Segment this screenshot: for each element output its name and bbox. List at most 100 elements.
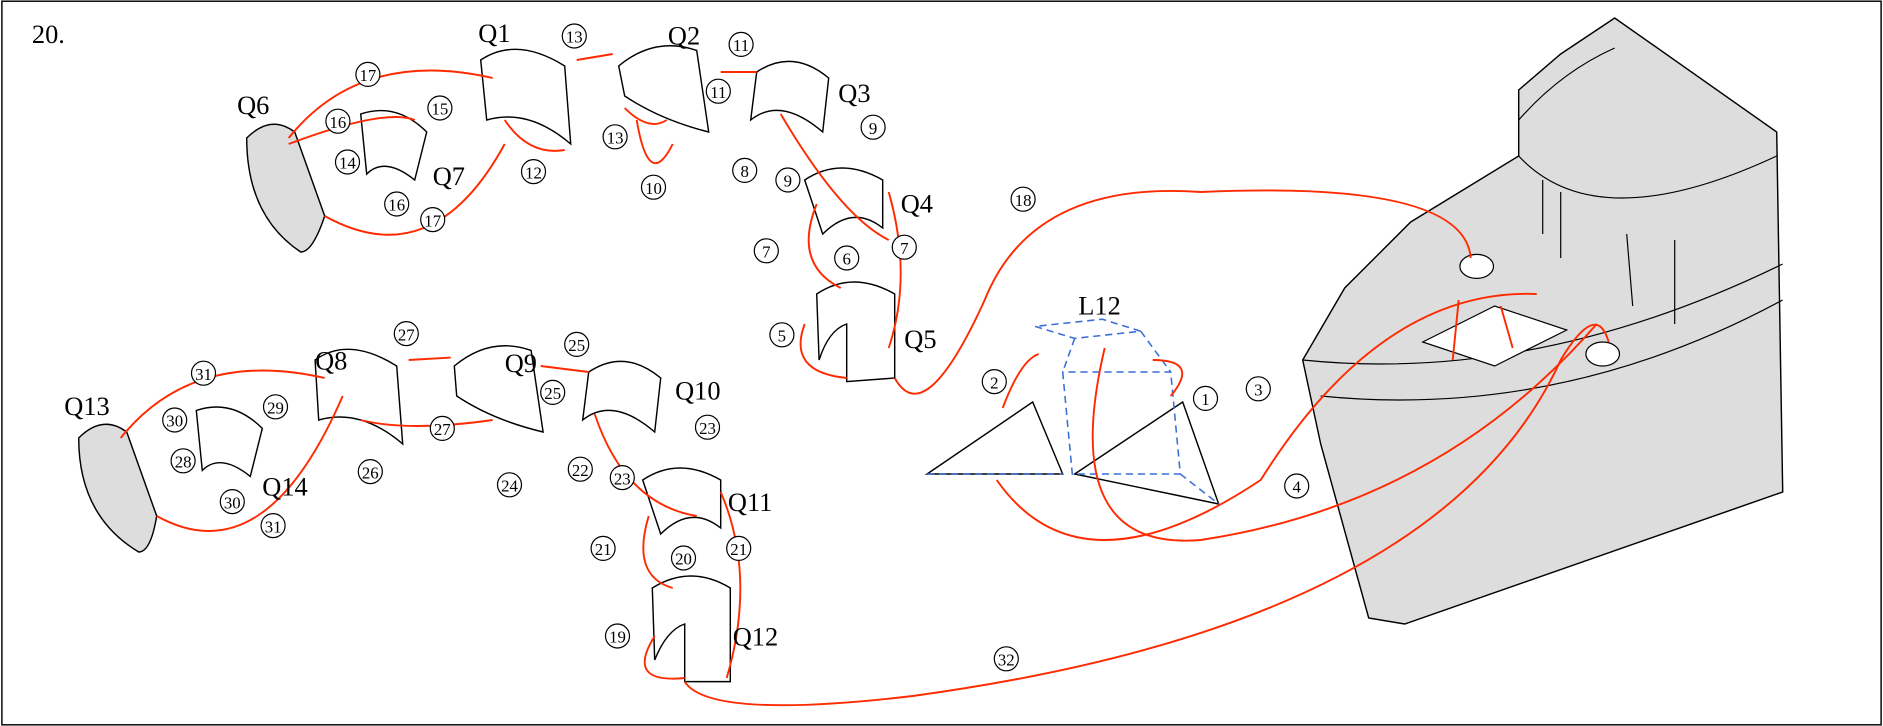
callout-number: 2 xyxy=(990,373,998,392)
callout-number: 22 xyxy=(572,461,589,480)
callout-number: 5 xyxy=(778,326,786,345)
callout-circle xyxy=(1010,186,1036,212)
callout-number: 11 xyxy=(710,83,726,102)
callout-circle xyxy=(540,379,566,405)
callout-number: 16 xyxy=(330,113,347,132)
callout-circle xyxy=(1192,385,1219,411)
callout-number: 14 xyxy=(339,154,356,173)
callout-number: 21 xyxy=(730,540,747,559)
callout-circle xyxy=(981,368,1007,395)
callout-number: 7 xyxy=(900,239,908,258)
callout-circle xyxy=(427,95,453,121)
callout-circle xyxy=(170,448,196,474)
callout-number: 9 xyxy=(784,172,792,191)
callout-number: 23 xyxy=(699,419,716,438)
callout-circle xyxy=(753,238,779,264)
callout-circle xyxy=(705,78,731,104)
callout-number: 17 xyxy=(360,66,377,85)
callout-number: 26 xyxy=(362,463,379,482)
callout-circle xyxy=(357,458,383,485)
part-label: L12 xyxy=(1078,290,1121,320)
callout-circle xyxy=(670,545,697,571)
part-label: Q11 xyxy=(728,487,772,517)
part-label: Q8 xyxy=(315,346,347,376)
callout-number: 28 xyxy=(175,453,192,472)
part-label: Q9 xyxy=(505,348,537,378)
part-label: Q1 xyxy=(478,18,510,48)
callout-number: 16 xyxy=(388,196,405,215)
callout-number: 25 xyxy=(544,384,561,403)
part-label: Q10 xyxy=(675,376,720,406)
callout-circle xyxy=(728,31,754,57)
callout-circle xyxy=(420,207,446,233)
callout-circle xyxy=(602,124,628,150)
callout-circle xyxy=(993,646,1019,672)
callout-circle xyxy=(590,535,616,561)
callout-number: 18 xyxy=(1015,191,1032,210)
callout-number: 23 xyxy=(614,469,631,488)
callout-circle xyxy=(355,61,381,87)
callout-number: 8 xyxy=(740,162,748,181)
callout-number: 11 xyxy=(733,36,749,55)
callout-circle xyxy=(429,415,455,441)
callout-number: 13 xyxy=(566,28,583,47)
callout-number: 17 xyxy=(424,211,441,230)
part-label: Q5 xyxy=(904,324,936,354)
callout-circle xyxy=(334,149,361,175)
part-label: Q2 xyxy=(668,20,700,50)
callout-number: 19 xyxy=(609,628,626,647)
callout-number: 25 xyxy=(568,336,585,355)
part-label: Q14 xyxy=(262,472,307,502)
callout-number: 13 xyxy=(607,129,624,148)
callout-circle xyxy=(775,167,801,193)
callout-number: 15 xyxy=(432,100,449,119)
callout-number: 7 xyxy=(762,243,770,262)
callout-circle xyxy=(567,456,593,482)
callout-circle xyxy=(190,360,217,386)
callout-number: 27 xyxy=(434,420,451,439)
callout-number: 29 xyxy=(267,399,284,418)
callout-circle xyxy=(393,320,419,347)
callout-circle xyxy=(384,191,410,217)
callout-number: 31 xyxy=(265,517,282,536)
callout-number: 9 xyxy=(869,119,877,138)
callout-number: 24 xyxy=(501,477,518,496)
callout-circle xyxy=(496,472,523,498)
callout-circle xyxy=(325,108,351,134)
part-label: Q12 xyxy=(733,622,778,652)
callout-circle xyxy=(834,245,860,271)
callout-circle xyxy=(564,331,590,357)
callout-circle xyxy=(640,174,667,200)
callout-number: 1 xyxy=(1201,390,1209,409)
callout-circle xyxy=(609,464,635,491)
callout-number: 31 xyxy=(195,365,212,384)
callout-circle xyxy=(1284,473,1310,499)
boat xyxy=(1301,17,1784,625)
callout-circle xyxy=(769,322,795,348)
callout-number: 30 xyxy=(224,493,241,512)
callout-circle xyxy=(1245,376,1271,402)
callout-number: 30 xyxy=(166,412,183,431)
parts xyxy=(77,45,896,683)
callout-number: 6 xyxy=(842,250,850,269)
callout-circle xyxy=(260,513,286,539)
part-label: Q4 xyxy=(901,188,933,218)
step-number: 20. xyxy=(32,19,65,49)
callout-number: 27 xyxy=(398,325,415,344)
callout-number: 21 xyxy=(595,540,612,559)
callout-circle xyxy=(561,23,587,49)
part-label: Q13 xyxy=(64,391,109,421)
callout-circle xyxy=(732,157,758,183)
part-label: Q3 xyxy=(838,78,870,108)
callout-circle xyxy=(520,159,547,185)
callout-circle xyxy=(860,114,886,140)
callout-number: 10 xyxy=(645,179,662,198)
callout-number: 32 xyxy=(998,651,1015,670)
callout-circle xyxy=(604,623,631,649)
part-label: Q7 xyxy=(433,161,465,191)
callout-circle xyxy=(726,535,752,561)
callout-number: 4 xyxy=(1292,478,1301,497)
callout-circle xyxy=(262,394,289,420)
callout-circle xyxy=(694,414,721,440)
